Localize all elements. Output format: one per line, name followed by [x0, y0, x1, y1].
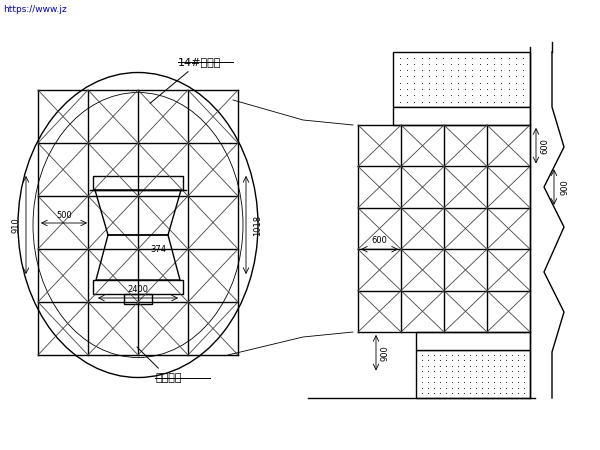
Bar	[416, 332, 530, 350]
Text: 910: 910	[11, 217, 20, 233]
Bar	[124, 294, 152, 304]
Text: 14#工字钢: 14#工字钢	[150, 57, 221, 103]
Text: 1018: 1018	[253, 215, 262, 235]
Text: 900: 900	[560, 179, 569, 195]
Text: 900: 900	[380, 345, 389, 360]
Bar	[93, 176, 183, 190]
Bar	[393, 107, 530, 125]
Text: 500: 500	[56, 211, 72, 220]
Text: https://www.jz: https://www.jz	[3, 5, 67, 14]
Text: 374: 374	[150, 246, 166, 255]
Text: 600: 600	[540, 138, 549, 153]
Bar	[416, 350, 530, 398]
Text: 600: 600	[371, 236, 388, 245]
Bar	[393, 52, 530, 107]
Bar	[93, 280, 183, 294]
Text: 2400: 2400	[128, 285, 149, 294]
Text: 洞门衬砌: 洞门衬砌	[137, 347, 182, 383]
